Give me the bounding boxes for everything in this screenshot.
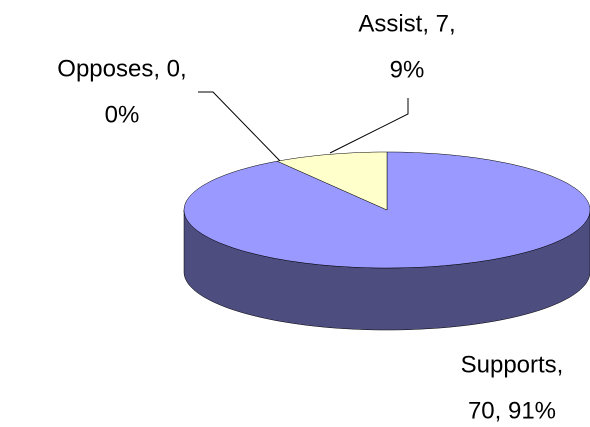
data-label: Assist, 7, [358, 10, 455, 37]
data-label: 9% [390, 56, 425, 83]
data-label: 0% [105, 101, 140, 128]
leader-line [329, 98, 409, 154]
data-label: Opposes, 0, [57, 55, 186, 82]
slice [276, 151, 388, 211]
data-label: Supports, [461, 351, 564, 378]
leader-line [198, 91, 282, 163]
data-label: 70, 91% [468, 397, 556, 424]
